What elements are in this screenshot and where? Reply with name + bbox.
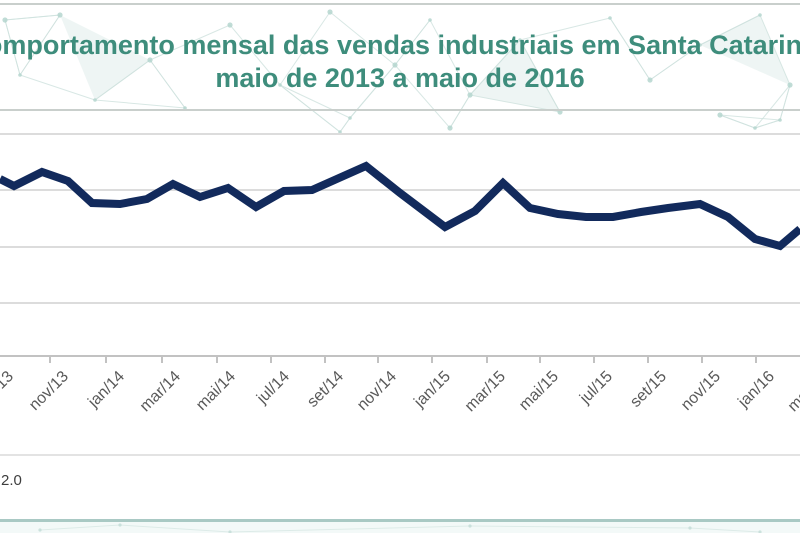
horizontal-divider (0, 454, 800, 456)
chart-title-line1: Comportamento mensal das vendas industri… (0, 30, 800, 60)
chart-title-line2: maio de 2013 a maio de 2016 (215, 63, 585, 93)
sales-series-line (0, 161, 800, 251)
footer-value: 2.0 (1, 472, 22, 489)
chart-title-box: Comportamento mensal das vendas industri… (0, 3, 800, 111)
bottom-teal-rule (0, 519, 800, 522)
bottom-network-pattern (38, 523, 762, 533)
header-network-pattern (2, 9, 793, 134)
